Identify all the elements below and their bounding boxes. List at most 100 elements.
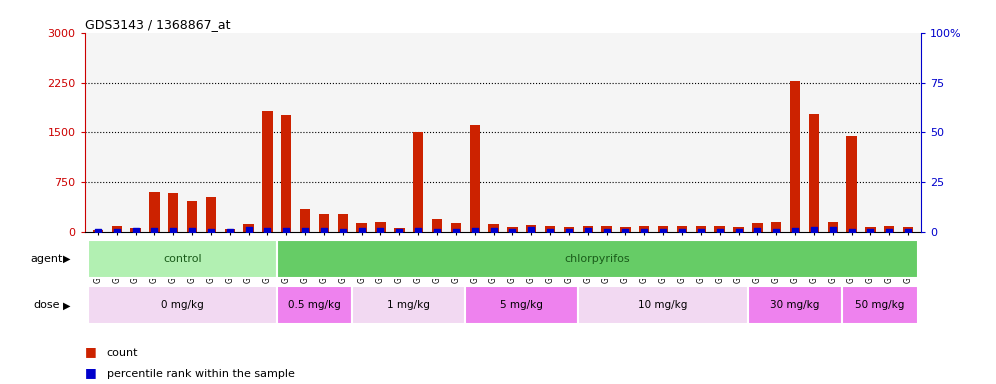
Point (146, 228, 162, 234)
Bar (89, 286, 277, 324)
Bar (866, 227, 875, 232)
Bar (319, 214, 329, 232)
Text: dose: dose (34, 300, 61, 310)
Point (636, 228, 652, 235)
Bar (752, 223, 763, 232)
Bar (884, 226, 894, 232)
Point (90, 228, 106, 235)
Bar (579, 286, 748, 324)
Bar (93, 230, 103, 232)
Point (881, 228, 897, 235)
Bar (903, 227, 913, 232)
Bar (262, 111, 273, 232)
Point (109, 229, 124, 235)
Point (467, 228, 483, 234)
Bar (206, 197, 216, 232)
Point (448, 229, 464, 235)
Point (241, 227, 257, 233)
Bar (277, 286, 353, 324)
Bar (224, 229, 235, 232)
Point (523, 227, 539, 233)
Point (297, 228, 313, 235)
Bar (714, 226, 725, 232)
Bar (602, 226, 612, 232)
Bar (658, 226, 668, 232)
Point (486, 228, 502, 234)
Point (825, 227, 841, 233)
Point (844, 229, 860, 235)
Point (354, 228, 370, 235)
Text: 0.5 mg/kg: 0.5 mg/kg (288, 300, 341, 310)
Bar (130, 228, 140, 232)
Text: 10 mg/kg: 10 mg/kg (638, 300, 688, 310)
Point (127, 228, 143, 234)
Text: count: count (107, 348, 138, 358)
Bar (413, 132, 423, 232)
Point (580, 228, 596, 235)
Bar (394, 228, 404, 232)
Bar (451, 223, 461, 232)
Point (316, 228, 332, 234)
Bar (583, 226, 593, 232)
Bar (526, 225, 537, 232)
Point (900, 228, 916, 235)
Point (429, 229, 445, 235)
Bar (828, 222, 838, 232)
Bar (507, 227, 518, 232)
Bar (281, 115, 292, 232)
Text: 0 mg/kg: 0 mg/kg (161, 300, 204, 310)
Point (806, 227, 822, 233)
Text: ▶: ▶ (63, 300, 71, 310)
Bar (277, 240, 917, 278)
Point (749, 228, 765, 234)
Bar (545, 226, 556, 232)
Bar (695, 226, 706, 232)
Bar (89, 240, 277, 278)
Point (768, 229, 784, 235)
Bar (243, 224, 254, 232)
Point (730, 229, 746, 235)
Text: ▶: ▶ (63, 254, 71, 264)
Bar (187, 201, 197, 232)
Point (203, 229, 219, 235)
Bar (338, 214, 348, 232)
Text: 50 mg/kg: 50 mg/kg (856, 300, 904, 310)
Point (391, 229, 407, 235)
Text: 1 mg/kg: 1 mg/kg (387, 300, 430, 310)
Bar (639, 226, 649, 232)
Bar (375, 222, 385, 232)
Bar (357, 223, 367, 232)
Bar (432, 219, 442, 232)
Text: ■: ■ (85, 366, 97, 379)
Point (260, 228, 276, 234)
Point (863, 228, 878, 235)
Point (787, 228, 803, 234)
Bar (300, 209, 311, 232)
Text: GDS3143 / 1368867_at: GDS3143 / 1368867_at (85, 18, 230, 31)
Text: agent: agent (30, 254, 63, 264)
Bar (809, 114, 819, 232)
Text: percentile rank within the sample: percentile rank within the sample (107, 369, 295, 379)
Point (618, 228, 633, 235)
Point (693, 229, 709, 235)
Bar (847, 136, 857, 232)
Bar (168, 193, 178, 232)
Bar (353, 286, 465, 324)
Point (504, 228, 520, 235)
Text: control: control (163, 254, 202, 264)
Bar (112, 226, 122, 232)
Bar (465, 286, 579, 324)
Point (674, 229, 690, 235)
Bar (677, 226, 687, 232)
Bar (149, 192, 159, 232)
Bar (790, 81, 800, 232)
Point (184, 228, 200, 234)
Text: 30 mg/kg: 30 mg/kg (770, 300, 820, 310)
Bar (564, 227, 574, 232)
Text: chlorpyrifos: chlorpyrifos (565, 254, 630, 264)
Bar (488, 224, 499, 232)
Point (542, 228, 558, 235)
Text: 5 mg/kg: 5 mg/kg (500, 300, 543, 310)
Bar (621, 227, 630, 232)
Text: ■: ■ (85, 345, 97, 358)
